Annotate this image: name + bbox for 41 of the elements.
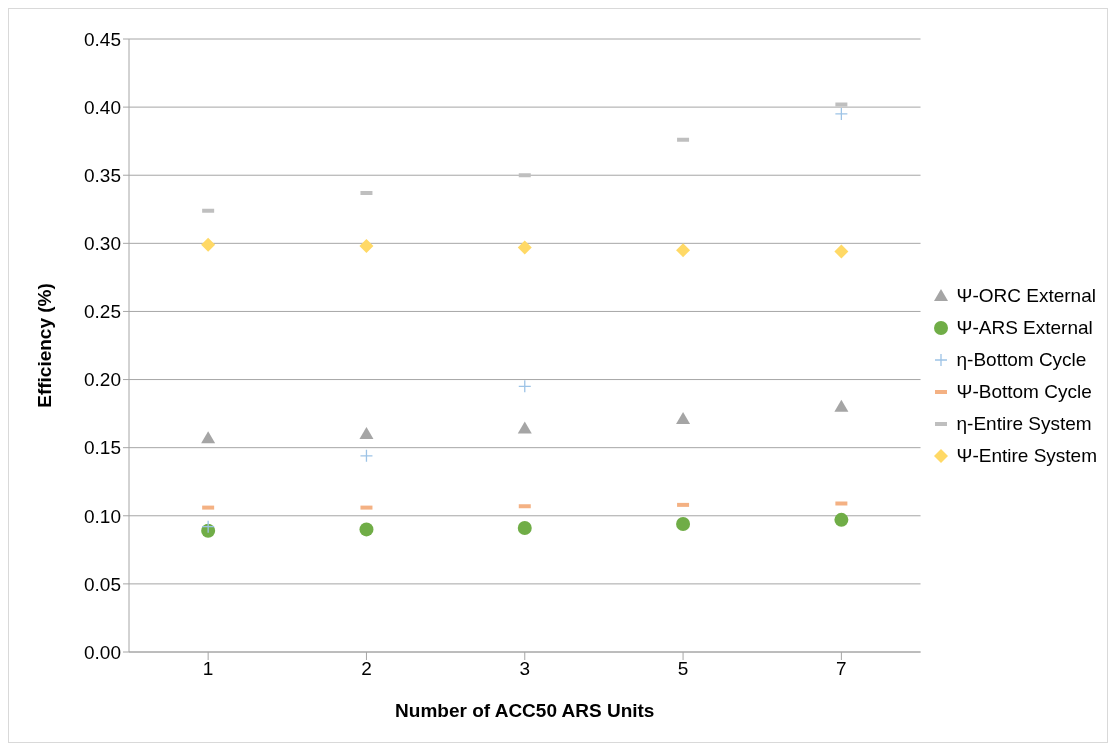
- point: [359, 522, 374, 537]
- point: [517, 240, 532, 255]
- point: [676, 516, 691, 531]
- legend-label: η-Entire System: [956, 412, 1092, 435]
- x-tick-label: 2: [361, 658, 372, 680]
- x-tick-label: 5: [677, 658, 689, 680]
- point: [517, 421, 532, 434]
- point: [834, 107, 849, 121]
- point: [834, 512, 849, 527]
- y-axis-title: Efficiency (%): [33, 283, 55, 408]
- legend-label: Ψ-ORC External: [956, 284, 1096, 307]
- point: [517, 521, 532, 536]
- x-axis-title: Number of ACC50 ARS Units: [395, 700, 655, 721]
- y-tick-label: 0.20: [84, 369, 121, 391]
- point: [676, 412, 691, 425]
- y-tick-label: 0.45: [84, 28, 121, 50]
- point: [834, 399, 849, 412]
- y-tick-label: 0.25: [84, 301, 121, 323]
- y-tick-label: 0.40: [84, 96, 121, 118]
- point: [201, 237, 216, 252]
- y-tick-label: 0.30: [84, 233, 121, 255]
- x-tick-label: 1: [202, 658, 214, 680]
- x-tick-label: 3: [519, 658, 531, 680]
- y-tick-label: 0.05: [84, 573, 121, 595]
- point: [201, 520, 215, 534]
- y-tick-label: 0.15: [84, 437, 121, 459]
- legend-label: η-Bottom Cycle: [956, 348, 1087, 371]
- y-tick-label: 0.00: [84, 641, 121, 663]
- legend-label: Ψ-ARS External: [956, 316, 1093, 339]
- x-tick-label: 7: [836, 658, 847, 680]
- point: [201, 431, 216, 444]
- y-tick-label: 0.10: [84, 505, 121, 527]
- point: [359, 427, 374, 440]
- point: [518, 379, 532, 394]
- legend-label: Ψ-Entire System: [956, 444, 1097, 467]
- point: [359, 449, 374, 463]
- point: [359, 239, 374, 254]
- point: [676, 243, 691, 258]
- point: [834, 244, 849, 259]
- legend-label: Ψ-Bottom Cycle: [956, 380, 1092, 403]
- y-tick-label: 0.35: [84, 164, 121, 186]
